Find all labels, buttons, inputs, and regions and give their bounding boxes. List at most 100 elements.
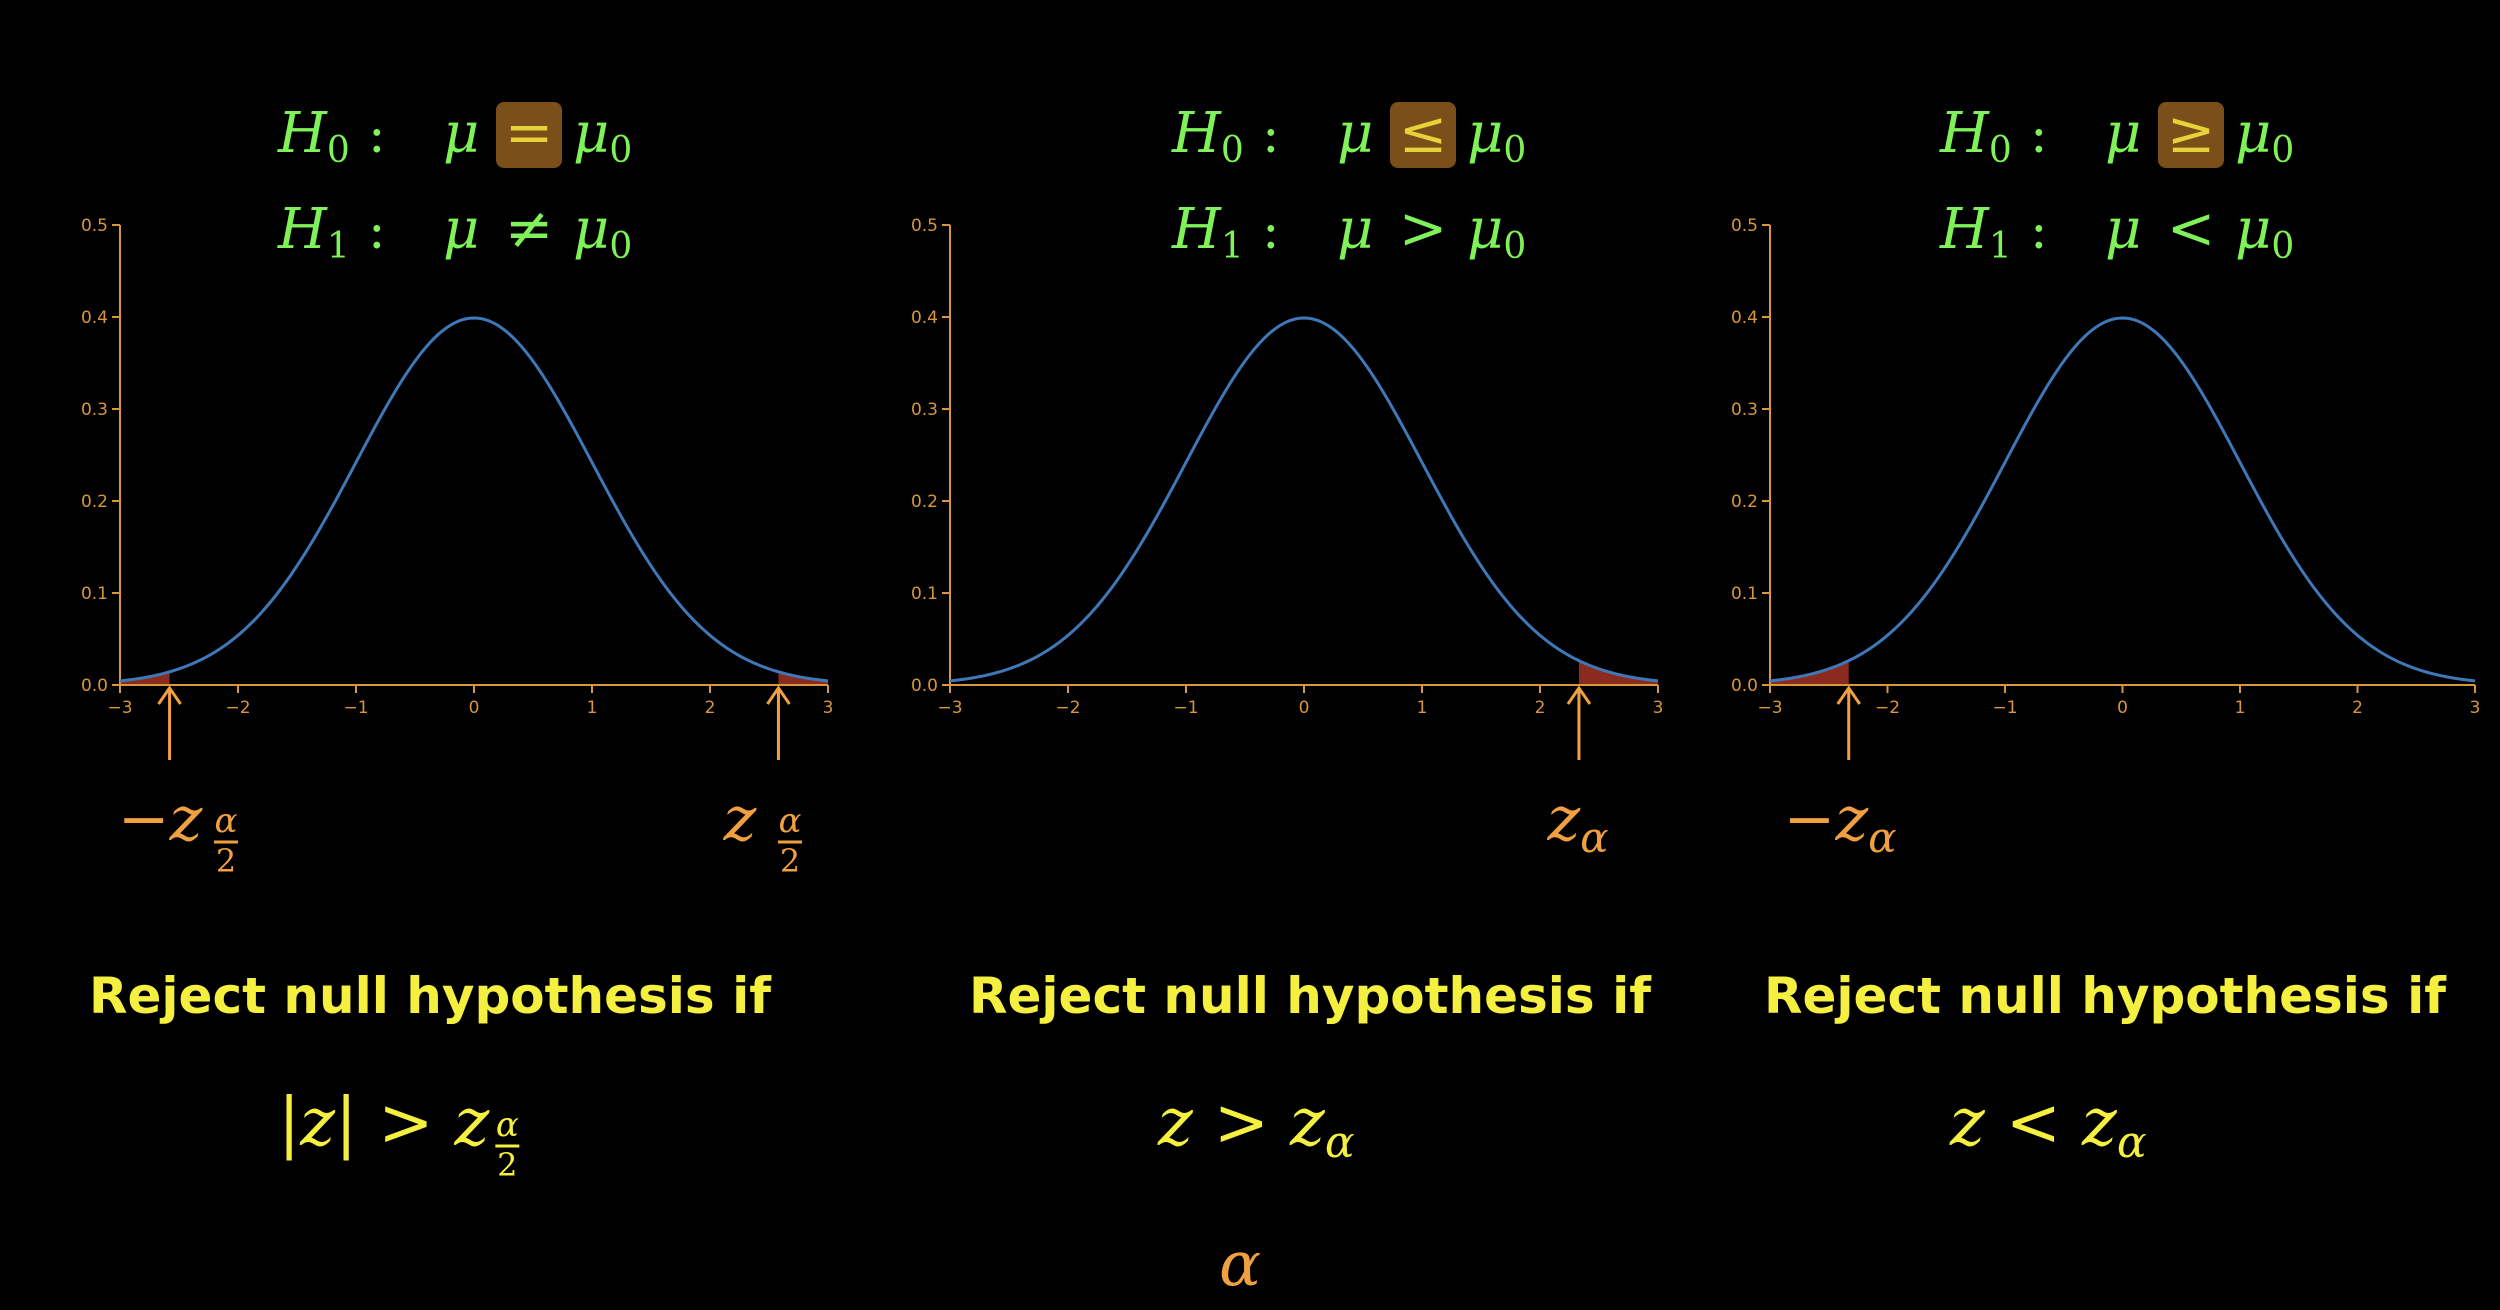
x-tick-label: 2 [1535,698,1546,718]
x-tick-label: 2 [705,698,716,718]
hypothesis-colon: : [368,105,386,165]
hypothesis-colon: : [368,201,386,261]
z-symbol: z [1546,782,1580,855]
hypothesis-subscript: 0 [1221,130,1244,171]
z-variable: z [1949,1084,1986,1161]
alpha-symbol: α [1219,1227,1261,1300]
x-tick-label: 3 [2470,698,2481,718]
mu-symbol: μ [2105,197,2141,262]
fraction-denominator: 2 [780,842,800,880]
hypothesis-label: H [1939,101,1990,166]
alternative-hypothesis: H1 [1939,197,2012,267]
relation-symbol: > [1399,194,1448,262]
hypothesis-subscript: 1 [1989,226,2012,267]
mu0-symbol: μ0 [1467,197,1526,267]
mu-symbol: μ [1337,101,1373,166]
mu0-subscript: 0 [1503,226,1526,267]
mu0-symbol: μ0 [573,197,632,267]
minus-sign: − [118,782,170,855]
y-tick-label: 0.4 [911,308,938,328]
hypothesis-colon: : [2030,105,2048,165]
y-tick-label: 0.2 [1731,492,1758,512]
mu0-symbol: μ0 [2235,197,2294,267]
abs-close: | [335,1084,357,1161]
hypothesis-label: H [277,101,328,166]
relation-symbol: < [2167,194,2216,262]
x-tick-label: −3 [937,698,962,718]
reject-condition: |z| > z [278,1084,491,1161]
mu0-base: μ [1467,197,1503,262]
relation: > [357,1084,454,1161]
y-tick-label: 0.3 [1731,400,1758,420]
abs-open: | [278,1084,300,1161]
z-critical: z [454,1084,491,1161]
x-tick-label: −2 [1875,698,1900,718]
z-critical: z [1289,1084,1326,1161]
arrow-head [157,685,182,705]
z-critical-subscript: α [1325,1117,1355,1168]
relation-highlight [1390,102,1456,168]
mu-symbol: μ [443,101,479,166]
fraction-numerator: α [496,1105,519,1145]
z-symbol: z [169,782,203,855]
y-tick-label: 0.4 [81,308,108,328]
relation: > [1193,1084,1290,1161]
x-tick-label: 3 [823,698,834,718]
z-subscript: α [1868,813,1896,862]
fraction-numerator: α [215,801,238,841]
z-symbol: z [1834,782,1868,855]
alternative-hypothesis: H1 [277,197,350,267]
reject-condition: z > zα [1157,1084,1355,1168]
mu-symbol: μ [443,197,479,262]
relation-highlight [2158,102,2224,168]
hypothesis-colon: : [1262,201,1280,261]
density-curve [1769,316,2476,683]
y-tick-label: 0.2 [81,492,108,512]
density-curve [119,316,829,683]
hypothesis-subscript: 1 [1221,226,1244,267]
mu0-symbol: μ0 [1467,101,1526,171]
fraction-denominator: 2 [497,1146,517,1184]
x-tick-label: −2 [225,698,250,718]
hypothesis-subscript: 1 [327,226,350,267]
critical-value-label: −zα [1784,782,1897,862]
x-tick-label: −1 [1173,698,1198,718]
z-symbol: z [723,782,757,855]
fraction-numerator: α [779,801,802,841]
reject-title: Reject null hypothesis if [1764,967,2447,1025]
critical-value-label: zα [1546,782,1608,862]
critical-value-label: −z [118,782,203,855]
mu0-base: μ [1467,101,1503,166]
x-tick-label: 3 [1653,698,1664,718]
x-tick-label: −1 [343,698,368,718]
hypothesis-label: H [277,197,328,262]
relation-symbol: ≠ [505,194,554,262]
y-tick-label: 0.2 [911,492,938,512]
mu0-symbol: μ0 [573,101,632,171]
hypothesis-label: H [1171,101,1222,166]
x-tick-label: 0 [2117,698,2128,718]
relation-symbol: = [505,98,554,166]
z-critical-subscript: α [2117,1117,2147,1168]
mu0-base: μ [2235,101,2271,166]
y-tick-label: 0.1 [911,584,938,604]
null-hypothesis: H0 [1939,101,2012,171]
hypothesis-label: H [1171,197,1222,262]
mu0-base: μ [2235,197,2271,262]
density-curve [949,316,1659,683]
relation-symbol: ≥ [2167,98,2216,166]
x-tick-label: 2 [2352,698,2363,718]
minus-sign: − [1784,782,1836,855]
y-tick-label: 0.5 [81,216,108,236]
x-tick-label: −2 [1055,698,1080,718]
arrow-head [766,685,791,705]
mu0-subscript: 0 [609,130,632,171]
reject-title: Reject null hypothesis if [969,967,1652,1025]
hypothesis-colon: : [1262,105,1280,165]
relation-highlight [496,102,562,168]
z-subscript: α [1580,813,1608,862]
x-tick-label: −1 [1992,698,2017,718]
